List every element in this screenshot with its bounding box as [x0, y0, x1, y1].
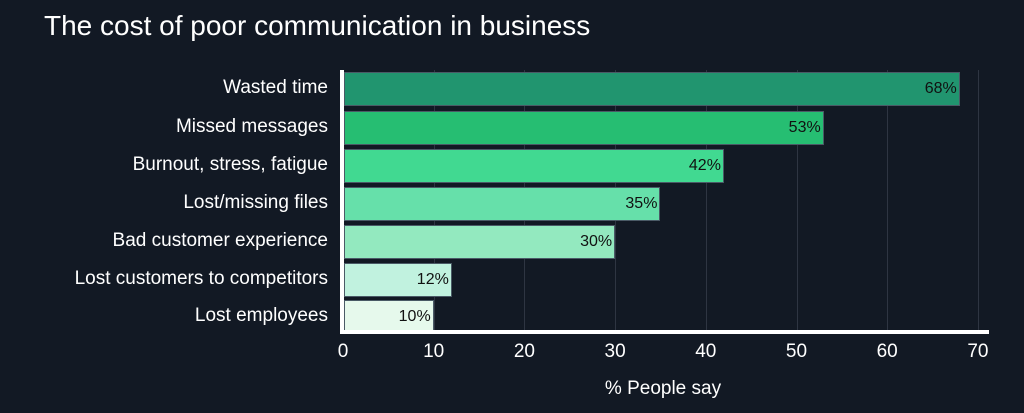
bar: 35% — [344, 187, 661, 221]
category-label: Lost employees — [194, 305, 328, 326]
x-tick-label: 30 — [604, 341, 626, 362]
category-label: Bad customer experience — [112, 230, 328, 251]
gridline — [796, 70, 798, 332]
x-axis-label: % People say — [604, 378, 722, 399]
category-label: Wasted time — [223, 77, 328, 98]
chart-title: The cost of poor communication in busine… — [44, 10, 591, 41]
bar-value-label: 53% — [788, 119, 821, 136]
x-tick-label: 20 — [513, 341, 535, 362]
category-label: Lost customers to competitors — [74, 268, 328, 289]
x-tick-label: 60 — [876, 341, 898, 362]
bar-value-label: 10% — [398, 308, 431, 325]
gridline — [887, 70, 889, 332]
x-tick-label: 50 — [785, 341, 808, 362]
gridline — [705, 70, 707, 332]
bar: 12% — [344, 263, 452, 297]
category-label: Burnout, stress, fatigue — [132, 154, 328, 175]
bar: 68% — [344, 72, 960, 106]
bar: 30% — [344, 225, 616, 259]
bar-value-label: 12% — [416, 271, 449, 288]
bar-value-label: 35% — [625, 195, 658, 212]
x-axis-line — [340, 330, 989, 334]
gridline — [977, 70, 979, 332]
bar: 42% — [344, 149, 724, 183]
y-axis-line — [340, 70, 344, 334]
category-label: Missed messages — [175, 116, 328, 137]
bar-value-label: 42% — [688, 157, 721, 174]
x-tick-label: 40 — [695, 341, 717, 362]
bar: 53% — [344, 111, 824, 145]
x-tick-label: 70 — [967, 341, 989, 362]
bar-value-label: 68% — [924, 80, 957, 97]
category-label: Lost/missing files — [183, 192, 328, 213]
bar-value-label: 30% — [580, 233, 613, 250]
bar: 10% — [344, 300, 434, 331]
x-tick-label: 0 — [337, 341, 349, 362]
x-tick-label: 10 — [423, 341, 445, 362]
